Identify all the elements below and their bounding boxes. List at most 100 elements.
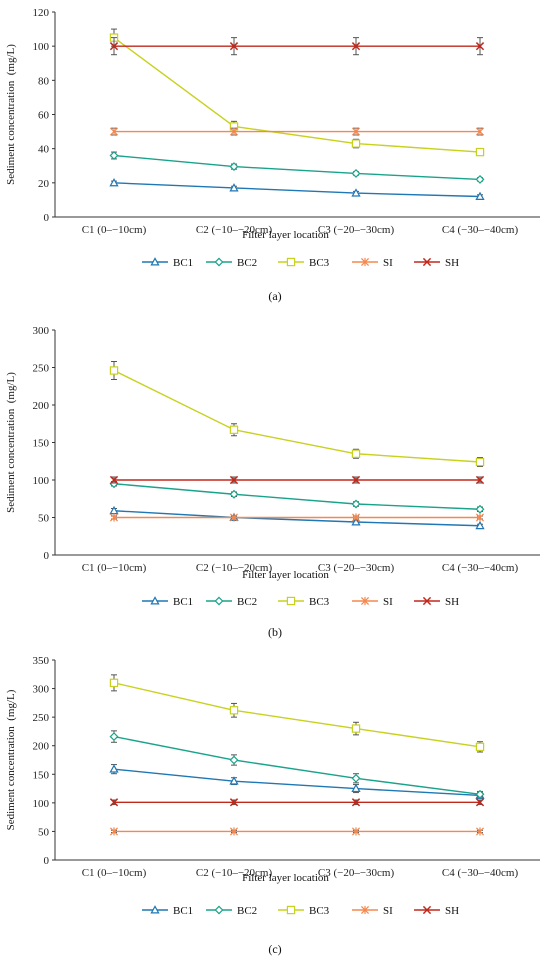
- legend-label: BC3: [309, 905, 330, 917]
- chart-a: 0 20 40 60 80 100 120 C1 (0–−10cm) C2 (−10–−20cm…: [5, 7, 540, 303]
- chart-c: 0 50 100 150 200 250 300 350 C1 (0–−10cm) C2 (−10…: [5, 655, 540, 956]
- data-point: [351, 168, 361, 178]
- legend: BC1 BC2 BC3 SI SH: [142, 596, 459, 608]
- data-point: [475, 457, 485, 467]
- legend-marker: [214, 257, 224, 267]
- legend-item-bc2: BC2: [206, 257, 257, 269]
- legend-marker: [422, 257, 432, 267]
- y-tick-label: 60: [38, 110, 50, 122]
- y-tick-label: 250: [33, 712, 50, 724]
- data-point: [351, 513, 361, 522]
- data-point: [229, 183, 239, 192]
- series-sh: [109, 798, 485, 807]
- data-point: [229, 706, 239, 715]
- legend-label: BC1: [173, 596, 193, 608]
- data-point: [351, 42, 361, 51]
- data-point: [109, 764, 119, 773]
- legend-item-bc3: BC3: [278, 905, 330, 917]
- data-point: [475, 191, 485, 200]
- figure-caption: (b): [268, 625, 282, 639]
- x-tick-label: C1 (0–−10cm): [82, 562, 147, 574]
- legend-marker: [360, 257, 370, 267]
- y-axis-label: Sediment concentration (mg/L): [5, 44, 17, 185]
- y-tick-label: 100: [33, 798, 50, 810]
- data-point: [229, 475, 239, 485]
- data-point: [475, 174, 485, 184]
- data-point: [109, 678, 119, 688]
- x-axis-label: Filter layer location: [242, 569, 329, 581]
- y-axis-label: Sediment concentration (mg/L): [5, 372, 17, 513]
- series-bc3: [109, 361, 485, 467]
- data-point: [351, 475, 361, 485]
- x-axis-label: Filter layer location: [242, 229, 329, 241]
- y-tick-label: 100: [33, 41, 50, 53]
- legend-label: BC2: [237, 257, 257, 269]
- series-line: [113, 37, 481, 153]
- y-tick-label: 0: [44, 212, 50, 224]
- series-line: [113, 510, 481, 527]
- y-tick-label: 80: [38, 75, 50, 87]
- chart-b: 0 50 100 150 200 250 300 C1 (0–−10cm) C2 (−10–−2…: [5, 325, 540, 639]
- legend-marker: [150, 257, 160, 266]
- legend-marker: [286, 905, 296, 915]
- legend-item-si: SI: [352, 905, 393, 917]
- chart-panel-c: 0 50 100 150 200 250 300 350 C1 (0–−10cm) C2 (−10…: [0, 648, 550, 970]
- legend-item-bc2: BC2: [206, 596, 257, 608]
- x-tick-label: C4 (−30–−40cm): [442, 224, 519, 236]
- legend-item-bc3: BC3: [278, 596, 330, 608]
- legend-item-bc1: BC1: [142, 596, 193, 608]
- data-point: [475, 147, 485, 157]
- data-point: [109, 366, 119, 375]
- legend-label: SH: [445, 257, 459, 269]
- data-point: [475, 827, 485, 836]
- data-point: [351, 188, 361, 197]
- y-tick-label: 100: [33, 475, 50, 487]
- data-point: [109, 732, 119, 742]
- series-line: [113, 768, 481, 797]
- y-tick-label: 350: [33, 655, 50, 667]
- legend-item-bc3: BC3: [278, 257, 330, 269]
- y-tick-label: 0: [44, 550, 50, 562]
- y-tick-label: 300: [33, 325, 50, 337]
- y-axis-label: Sediment concentration (mg/L): [5, 689, 17, 830]
- data-point: [229, 776, 239, 785]
- legend-marker: [286, 257, 296, 267]
- x-tick-label: C1 (0–−10cm): [82, 867, 147, 879]
- chart-panel-a: 0 20 40 60 80 100 120 C1 (0–−10cm) C2 (−10–−20cm…: [0, 0, 550, 315]
- data-point: [229, 127, 239, 136]
- figure-caption: (c): [268, 942, 281, 956]
- chart-panel-b: 0 50 100 150 200 250 300 C1 (0–−10cm) C2 (−10–−2…: [0, 318, 550, 645]
- legend-marker: [286, 596, 296, 606]
- data-point: [229, 827, 239, 836]
- data-point: [109, 827, 119, 836]
- legend-item-si: SI: [352, 596, 393, 608]
- legend-label: BC1: [173, 905, 193, 917]
- legend-item-si: SI: [352, 257, 393, 269]
- series-line: [113, 369, 481, 463]
- data-point: [109, 798, 119, 807]
- data-point: [475, 798, 485, 807]
- data-point: [475, 742, 485, 752]
- legend-item-sh: SH: [414, 257, 459, 269]
- data-point: [475, 42, 485, 51]
- series-bc2: [109, 479, 485, 514]
- data-point: [109, 177, 119, 187]
- data-point: [109, 151, 119, 160]
- series-line: [113, 483, 481, 510]
- data-point: [475, 789, 485, 799]
- data-point: [229, 425, 239, 434]
- x-tick-label: C2 (−10–−20cm): [196, 562, 273, 574]
- data-point: [229, 162, 239, 172]
- x-tick-label: C2 (−10–−20cm): [196, 867, 273, 879]
- x-tick-label: C3 (−20–−30cm): [318, 867, 395, 879]
- legend-marker: [214, 905, 224, 915]
- legend-marker: [360, 596, 370, 606]
- data-point: [351, 783, 361, 793]
- data-point: [351, 139, 361, 148]
- legend-marker: [150, 596, 160, 605]
- data-point: [351, 798, 361, 807]
- data-point: [351, 773, 361, 783]
- series-line: [113, 735, 481, 795]
- series-bc3: [109, 28, 485, 157]
- series-si: [109, 827, 485, 836]
